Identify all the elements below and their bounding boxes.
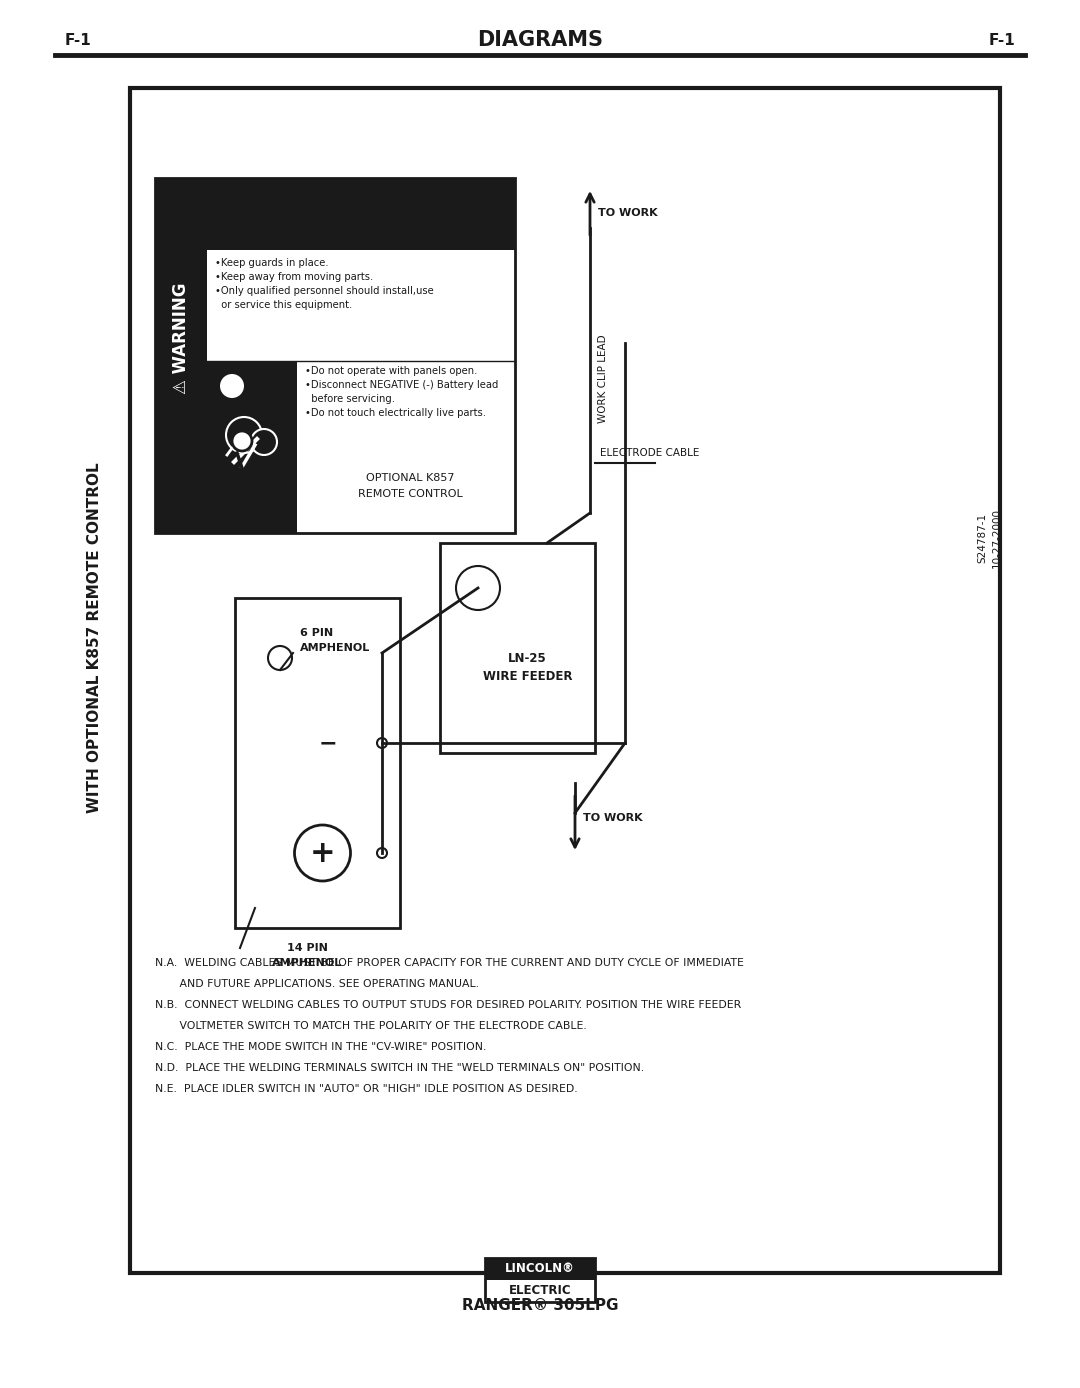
Circle shape	[295, 824, 351, 881]
Text: LINCOLN®: LINCOLN®	[505, 1263, 575, 1276]
Text: AND FUTURE APPLICATIONS. SEE OPERATING MANUAL.: AND FUTURE APPLICATIONS. SEE OPERATING M…	[156, 979, 480, 990]
Text: −: −	[319, 733, 337, 754]
Text: WIRE FEEDER: WIRE FEEDER	[483, 669, 572, 683]
Circle shape	[226, 416, 262, 452]
Text: ELECTRIC: ELECTRIC	[509, 1284, 571, 1298]
Bar	[235, 598, 400, 929]
Text: +: +	[310, 838, 335, 868]
Text: F-1: F-1	[65, 32, 92, 47]
Text: •Do not operate with panels open.
•Disconnect NEGATIVE (-) Battery lead
  before: •Do not operate with panels open. •Disco…	[305, 366, 498, 418]
Bar	[485, 1258, 595, 1280]
Text: N.C.  PLACE THE MODE SWITCH IN THE "CV-WIRE" POSITION.: N.C. PLACE THE MODE SWITCH IN THE "CV-WI…	[156, 1042, 486, 1052]
Text: VOLTMETER SWITCH TO MATCH THE POLARITY OF THE ELECTRODE CABLE.: VOLTMETER SWITCH TO MATCH THE POLARITY O…	[156, 1022, 586, 1031]
Text: LN-25: LN-25	[508, 651, 546, 665]
Text: REMOTE CONTROL: REMOTE CONTROL	[357, 489, 462, 500]
Text: OPTIONAL K857: OPTIONAL K857	[366, 473, 455, 483]
Text: ⚠ WARNING: ⚠ WARNING	[172, 282, 190, 394]
Text: N.D.  PLACE THE WELDING TERMINALS SWITCH IN THE "WELD TERMINALS ON" POSITION.: N.D. PLACE THE WELDING TERMINALS SWITCH …	[156, 1063, 644, 1073]
Circle shape	[456, 566, 500, 609]
Text: 10-27-2000: 10-27-2000	[993, 508, 1002, 568]
Text: S24787-1: S24787-1	[977, 514, 987, 564]
Text: WORK CLIP LEAD: WORK CLIP LEAD	[598, 335, 608, 423]
Bar	[207, 361, 297, 533]
Bar	[440, 543, 595, 754]
Text: AMPHENOL: AMPHENOL	[272, 958, 342, 967]
Circle shape	[251, 429, 276, 455]
Bar	[485, 1258, 595, 1302]
Bar	[207, 178, 515, 250]
Text: TO WORK: TO WORK	[583, 813, 643, 823]
Circle shape	[377, 848, 387, 858]
Bar	[156, 178, 207, 533]
Text: ELECTRODE CABLE: ELECTRODE CABLE	[600, 448, 700, 458]
Text: N.E.  PLACE IDLER SWITCH IN "AUTO" OR "HIGH" IDLE POSITION AS DESIRED.: N.E. PLACE IDLER SWITCH IN "AUTO" OR "HI…	[156, 1084, 578, 1094]
Text: F-1: F-1	[988, 32, 1015, 47]
Text: N.A.  WELDING CABLES MUST BE OF PROPER CAPACITY FOR THE CURRENT AND DUTY CYCLE O: N.A. WELDING CABLES MUST BE OF PROPER CA…	[156, 958, 744, 967]
Bar	[130, 87, 1000, 1273]
Text: RANGER® 305LPG: RANGER® 305LPG	[462, 1298, 618, 1313]
Text: TO WORK: TO WORK	[598, 208, 658, 218]
Text: DIAGRAMS: DIAGRAMS	[477, 31, 603, 50]
Circle shape	[220, 373, 244, 398]
Text: 14 PIN: 14 PIN	[287, 942, 328, 954]
Text: N.B.  CONNECT WELDING CABLES TO OUTPUT STUDS FOR DESIRED POLARITY. POSITION THE : N.B. CONNECT WELDING CABLES TO OUTPUT ST…	[156, 999, 741, 1010]
Circle shape	[268, 645, 292, 670]
Text: WITH OPTIONAL K857 REMOTE CONTROL: WITH OPTIONAL K857 REMOTE CONTROL	[87, 462, 103, 813]
Circle shape	[232, 432, 252, 451]
Circle shape	[377, 738, 387, 748]
Text: •Keep guards in place.
•Keep away from moving parts.
•Only qualified personnel s: •Keep guards in place. •Keep away from m…	[215, 258, 434, 310]
Text: AMPHENOL: AMPHENOL	[300, 643, 370, 652]
Text: 6 PIN: 6 PIN	[300, 627, 333, 638]
Bar	[156, 178, 515, 533]
